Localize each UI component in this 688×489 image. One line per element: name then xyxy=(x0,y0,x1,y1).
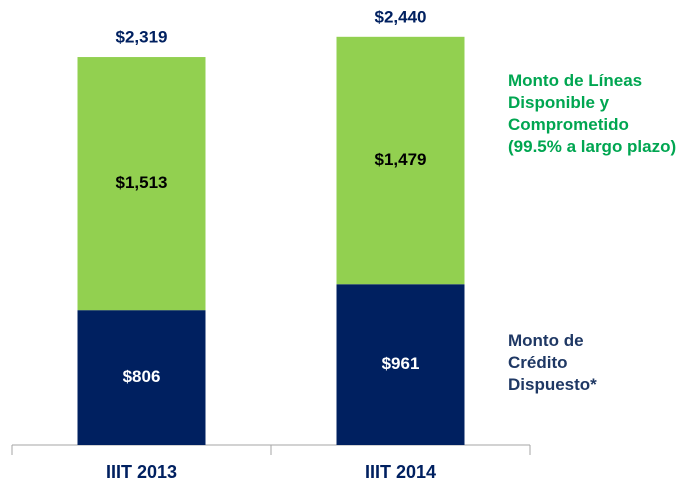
legend-entry: Monto de Crédito Dispuesto* xyxy=(508,331,597,394)
bar-segment xyxy=(336,284,465,445)
value-label: $961 xyxy=(382,354,420,373)
total-label: $2,440 xyxy=(375,7,427,26)
bar-segment xyxy=(77,57,206,311)
x-tick-label: IIIT 2013 xyxy=(106,462,177,482)
legend-entry: Monto de Líneas Disponible y Comprometid… xyxy=(508,71,677,156)
x-tick-label: IIIT 2014 xyxy=(365,462,436,482)
value-label: $806 xyxy=(123,367,161,386)
total-label: $2,319 xyxy=(116,28,168,47)
bar-segment xyxy=(77,310,206,445)
bar-segment xyxy=(336,36,465,285)
value-label: $1,479 xyxy=(375,150,427,169)
value-label: $1,513 xyxy=(116,173,168,192)
